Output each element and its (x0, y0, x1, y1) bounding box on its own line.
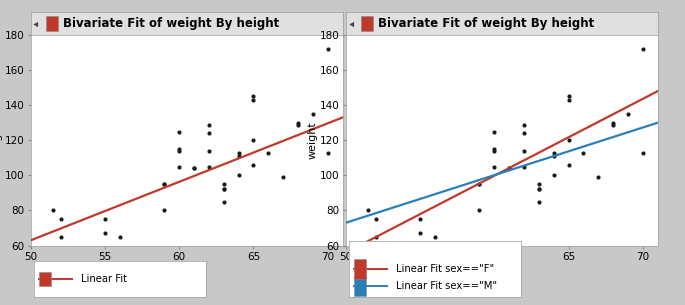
Point (55, 217, 66, 222)
Point (263, 150, 274, 155)
Point (219, 182, 229, 187)
FancyBboxPatch shape (46, 16, 58, 31)
Point (637, 150, 648, 155)
Y-axis label: weight: weight (0, 121, 2, 159)
Point (414, 217, 425, 222)
Point (489, 129, 500, 134)
Point (248, 138, 259, 143)
Text: Linear Fit: Linear Fit (81, 274, 127, 284)
Text: Bivariate Fit of weight By height: Bivariate Fit of weight By height (63, 17, 279, 30)
FancyBboxPatch shape (40, 272, 51, 286)
Text: Linear Fit sex=="F": Linear Fit sex=="F" (396, 264, 494, 274)
Text: Bivariate Fit of weight By height: Bivariate Fit of weight By height (378, 17, 595, 30)
Point (519, 131, 530, 136)
Point (593, 175, 603, 180)
Point (174, 147, 185, 152)
Point (174, 129, 185, 134)
Point (233, 150, 244, 155)
Point (489, 148, 500, 153)
Point (292, 122, 303, 127)
Point (534, 182, 545, 187)
X-axis label: height: height (484, 264, 520, 274)
Point (277, 175, 288, 180)
Point (519, 164, 530, 169)
Point (219, 199, 229, 204)
Point (248, 94, 259, 99)
Point (519, 122, 530, 127)
Point (308, 112, 319, 117)
Point (219, 187, 229, 192)
Point (548, 154, 559, 159)
Point (608, 122, 619, 127)
Point (637, 47, 648, 52)
Point (474, 182, 485, 187)
Point (370, 234, 381, 239)
Point (248, 162, 259, 167)
Point (188, 166, 199, 171)
FancyBboxPatch shape (355, 276, 366, 296)
Point (563, 98, 574, 102)
Point (548, 150, 559, 155)
Point (608, 120, 619, 125)
Point (174, 148, 185, 153)
FancyBboxPatch shape (355, 259, 366, 279)
Point (322, 47, 333, 52)
Y-axis label: weight: weight (307, 121, 317, 159)
Point (203, 148, 214, 153)
Point (322, 150, 333, 155)
Point (159, 182, 170, 187)
Point (534, 199, 545, 204)
Point (233, 173, 244, 178)
Point (370, 217, 381, 222)
Point (233, 154, 244, 159)
Point (188, 166, 199, 171)
Point (203, 131, 214, 136)
Point (563, 94, 574, 99)
Text: Linear Fit sex=="M": Linear Fit sex=="M" (396, 281, 497, 291)
Point (503, 166, 514, 171)
Point (248, 98, 259, 102)
Point (534, 187, 545, 192)
Point (203, 122, 214, 127)
Point (219, 187, 229, 192)
Point (563, 162, 574, 167)
Point (534, 187, 545, 192)
Point (99, 231, 110, 236)
Point (159, 208, 170, 213)
Point (548, 173, 559, 178)
Point (55, 234, 66, 239)
Point (623, 112, 634, 117)
Point (159, 182, 170, 187)
X-axis label: height: height (169, 264, 205, 274)
Point (203, 164, 214, 169)
Point (47, 208, 58, 213)
Point (174, 164, 185, 169)
Point (474, 182, 485, 187)
Point (578, 150, 589, 155)
FancyBboxPatch shape (361, 16, 373, 31)
Point (362, 208, 373, 213)
Point (489, 147, 500, 152)
Point (114, 234, 125, 239)
Point (503, 166, 514, 171)
Point (99, 217, 110, 222)
Point (429, 234, 440, 239)
Point (563, 138, 574, 143)
Point (489, 164, 500, 169)
Point (519, 148, 530, 153)
Point (474, 208, 485, 213)
Point (292, 120, 303, 125)
Point (414, 231, 425, 236)
